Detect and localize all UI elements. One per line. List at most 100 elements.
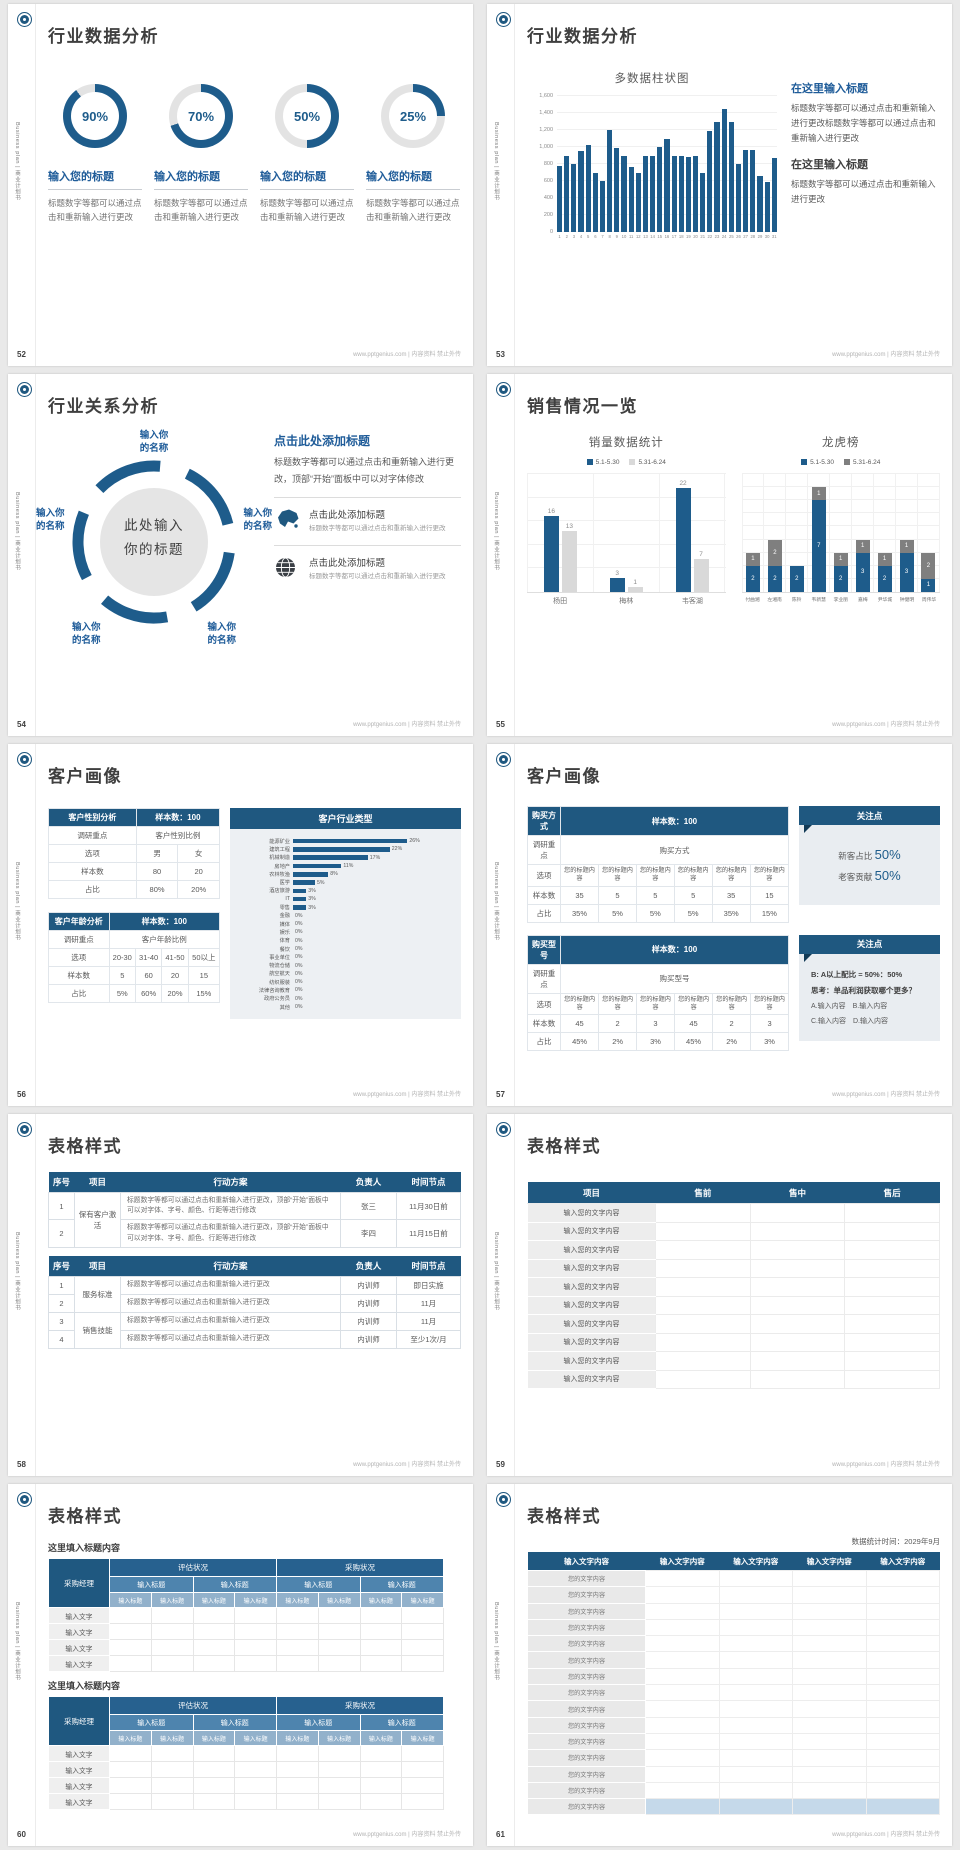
empty-cell <box>645 1732 720 1751</box>
table-row: 您的文字内容 <box>527 1765 940 1783</box>
empty-cell <box>401 1639 444 1656</box>
table-header-cell: 购买方式 <box>527 806 561 836</box>
table-cell: 男 <box>135 844 179 863</box>
y-tick: 1,600 <box>539 93 553 99</box>
slide-54[interactable]: Business plan | 商业计划书 行业关系分析 此处输入 你的标题 输入你… <box>8 374 473 736</box>
table-subheader-cell: 客户年龄比例 <box>108 930 221 949</box>
donut-label: 输入您的标题 <box>366 168 460 190</box>
slide-57[interactable]: Business plan | 商业计划书 客户画像 购买方式 样本数：100 调研… <box>487 744 952 1106</box>
slide-53[interactable]: Business plan | 商业计划书 行业数据分析 多数据柱状图 0 200 4… <box>487 4 952 366</box>
empty-cell <box>359 1793 403 1810</box>
empty-cell <box>865 1765 940 1783</box>
slide-59[interactable]: Business plan | 商业计划书 表格样式 项目 售前 售中 售后 输入您的文… <box>487 1114 952 1476</box>
sidebar-vertical-text: Business plan | 商业计划书 <box>493 862 499 941</box>
bar-value: 0% <box>295 1004 303 1011</box>
sidebar-divider <box>514 1114 515 1476</box>
subheader-row: 调研重点 客户年龄比例 <box>48 930 221 949</box>
bar-value: 3% <box>308 904 316 911</box>
x-tick: 8 <box>608 234 611 239</box>
sub-header-cell: 输入标题 <box>359 1592 403 1608</box>
empty-cell <box>718 1651 793 1669</box>
bar <box>675 488 691 592</box>
x-tick: 25 <box>728 234 734 239</box>
cell-index: 3 <box>48 1311 75 1331</box>
empty-cell <box>234 1623 277 1640</box>
slide-56[interactable]: Business plan | 商业计划书 客户画像 客户性别分析 样本数：100… <box>8 744 473 1106</box>
donut-item: 70% 输入您的标题 标题数字等都可以通过点击和重新输入进行更改 <box>154 84 248 224</box>
table-cell: 3% <box>750 1032 789 1052</box>
row-label-cell: 您的文字内容 <box>527 1765 646 1783</box>
table-cell: 占比 <box>527 1032 561 1052</box>
logo-icon <box>17 382 32 397</box>
empty-cell <box>718 1586 793 1604</box>
table-cell: 31-40 <box>134 948 163 967</box>
row-label-cell: 输入文字 <box>48 1623 110 1640</box>
slide-52[interactable]: Business plan | 商业计划书 行业数据分析 90% 输入您的标题 标题… <box>8 4 473 366</box>
cell-owner: 内训师 <box>340 1329 397 1349</box>
empty-cell <box>718 1667 793 1686</box>
bar <box>721 108 727 232</box>
category-label: 尹华城 <box>877 598 893 603</box>
row-label-cell: 您的文字内容 <box>527 1602 646 1620</box>
empty-cell <box>317 1607 361 1624</box>
bar <box>764 181 770 232</box>
empty-cell <box>865 1716 940 1734</box>
x-tick: 23 <box>714 234 720 239</box>
industry-label: 机械制造 <box>269 855 290 862</box>
empty-cell <box>645 1765 720 1783</box>
slide-60[interactable]: Business plan | 商业计划书 表格样式 这里填入标题内容 采购经理评… <box>8 1484 473 1846</box>
slide-58[interactable]: Business plan | 商业计划书 表格样式 序号 项目 行动方案 负责人 时间… <box>8 1114 473 1476</box>
chart-panel-title: 客户行业类型 <box>230 808 461 829</box>
table-cell: 15 <box>187 966 221 985</box>
donut-chart: 25% <box>381 84 445 148</box>
sidebar-divider <box>514 1484 515 1846</box>
list-item: 点击此处添加标题 标题数字等都可以通过点击和重新输入进行更改 <box>274 555 461 584</box>
gridline <box>741 525 940 527</box>
highlighted-cell <box>645 1798 720 1816</box>
gridline <box>741 486 940 488</box>
gridline <box>527 473 726 474</box>
empty-cell <box>718 1781 793 1800</box>
empty-cell <box>192 1745 236 1762</box>
table-row: 您的文字内容 <box>527 1716 940 1734</box>
column-header: 行动方案 <box>120 1172 341 1193</box>
row-label-cell: 输入文字 <box>48 1639 110 1656</box>
bar-value: 0% <box>295 995 303 1002</box>
stack-segment-bottom: 1 <box>921 578 936 592</box>
category-label: 嘉梅 <box>858 598 868 603</box>
category-label: 付曲湘 <box>745 598 760 603</box>
empty-cell <box>109 1607 152 1624</box>
slide-61[interactable]: Business plan | 商业计划书 表格样式 数据统计时间：2029年9… <box>487 1484 952 1846</box>
empty-cell <box>401 1655 444 1672</box>
table-cell: 您的标题内容 <box>712 992 752 1016</box>
slide-55[interactable]: Business plan | 商业计划书 销售情况一览 销量数据统计 5.1-5… <box>487 374 952 736</box>
industry-bar-row: 法律咨询教育 0% <box>232 986 455 994</box>
table-subheader-cell: 购买型号 <box>559 963 790 994</box>
donut-chart: 50% <box>275 84 339 148</box>
group-header-row: 采购经理 评估状况 采购状况 <box>48 1696 444 1746</box>
stack-segment-bottom: 2 <box>877 565 892 592</box>
callout-text-line: A.输入内容 B.输入内容 <box>811 1002 888 1010</box>
relation-ring <box>72 460 236 624</box>
empty-cell <box>401 1793 444 1810</box>
grouped-bar-panel: 销量数据统计 5.1-5.30 5.31-6.24 16 13 3 1 22 7 杨田 梅林 韦客湖 <box>527 430 726 606</box>
bar <box>571 164 577 232</box>
x-tick: 22 <box>707 234 713 239</box>
row-label-cell: 输入您的文字内容 <box>527 1351 656 1371</box>
industry-bar-row: 航空航天 0% <box>232 970 455 978</box>
gridline <box>741 473 940 474</box>
table-cell: 选项 <box>527 864 561 887</box>
empty-cell <box>276 1793 319 1810</box>
mid-header-cell: 输入标题 <box>276 1576 361 1593</box>
industry-label: 法律咨询教育 <box>258 987 290 994</box>
category-axis: 杨田 梅林 韦客湖 <box>527 596 726 606</box>
empty-cell <box>655 1332 751 1352</box>
bar <box>714 121 720 232</box>
cell-plan: 标题数字等都可以通过点击和重新输入进行更改 <box>120 1329 341 1349</box>
sub-header-cell: 输入标题 <box>234 1592 277 1608</box>
callout-text-line: B: A以上配比 = 50%：50% <box>811 969 903 979</box>
bar <box>657 147 663 232</box>
empty-cell <box>401 1777 444 1794</box>
